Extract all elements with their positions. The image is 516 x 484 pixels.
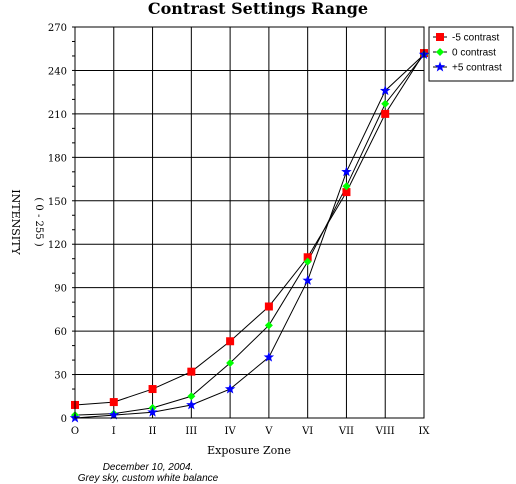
plot-frame <box>74 26 425 419</box>
data-point <box>381 109 390 118</box>
y-axis-label-group: INTENSITY ( 0 - 255 ) <box>9 189 44 255</box>
y-tick-label: 0 <box>61 414 67 425</box>
y-tick-label: 240 <box>48 66 67 77</box>
series-markers <box>69 49 430 423</box>
y-tick-label: 90 <box>54 284 67 295</box>
data-point <box>187 392 196 401</box>
series-lines <box>74 52 425 419</box>
grid <box>74 26 425 419</box>
x-tick-label: IV <box>225 426 237 437</box>
x-tick-label: V <box>264 426 273 437</box>
legend-marker <box>436 48 444 56</box>
data-point <box>342 188 351 197</box>
y-tick-label: 30 <box>54 371 67 382</box>
y-tick-label: 210 <box>48 110 67 121</box>
x-tick-label: VII <box>338 426 354 437</box>
series-line <box>74 52 425 406</box>
x-tick-label: III <box>185 426 197 437</box>
x-tick-label: II <box>149 426 157 437</box>
y-axis-label-range: ( 0 - 255 ) <box>33 197 44 246</box>
legend-label: +5 contrast <box>452 63 502 74</box>
data-point <box>264 321 273 330</box>
chart-title: Contrast Settings Range <box>148 0 368 18</box>
data-point <box>341 166 352 177</box>
legend-marker <box>434 61 446 72</box>
y-tick-label: 150 <box>48 197 67 208</box>
legend-label: -5 contrast <box>452 33 499 44</box>
series-line <box>74 54 425 419</box>
annotation-conditions: Grey sky, custom white balance <box>78 473 219 484</box>
annotation-date: December 10, 2004. <box>103 462 194 473</box>
y-tick-label: 120 <box>48 240 67 251</box>
data-point <box>226 337 235 346</box>
data-point <box>147 406 158 417</box>
data-point <box>303 257 312 266</box>
x-tick-label: I <box>112 426 116 437</box>
y-axis-ticks: 0 30 60 90 120 150 180 210 240 270 <box>48 23 75 425</box>
data-point <box>379 85 391 96</box>
data-point <box>148 385 157 394</box>
x-tick-label: VIII <box>375 426 395 437</box>
legend-label: 0 contrast <box>452 48 496 59</box>
y-axis-label: INTENSITY <box>9 189 22 255</box>
x-tick-label: IX <box>418 426 430 437</box>
data-point <box>187 367 196 376</box>
data-point <box>342 182 351 191</box>
data-point <box>226 358 235 367</box>
x-tick-label: O <box>71 426 79 437</box>
data-point <box>108 409 120 420</box>
legend-marker <box>436 33 444 41</box>
data-point <box>303 253 312 262</box>
y-tick-label: 270 <box>48 23 67 34</box>
data-point <box>381 99 390 108</box>
legend: -5 contrast 0 contrast +5 contrast <box>428 26 514 82</box>
y-tick-label: 180 <box>48 153 67 164</box>
data-point <box>109 398 118 407</box>
data-point <box>263 351 275 362</box>
data-point <box>224 383 236 394</box>
series-line <box>74 54 425 416</box>
x-axis-label: Exposure Zone <box>207 444 291 457</box>
x-axis-ticks: O I II III IV V VI VII VIII IX <box>71 426 431 437</box>
data-point <box>264 302 273 311</box>
y-tick-label: 60 <box>54 327 67 338</box>
data-point <box>186 399 197 410</box>
data-point <box>302 274 313 285</box>
x-tick-label: VI <box>301 426 313 437</box>
